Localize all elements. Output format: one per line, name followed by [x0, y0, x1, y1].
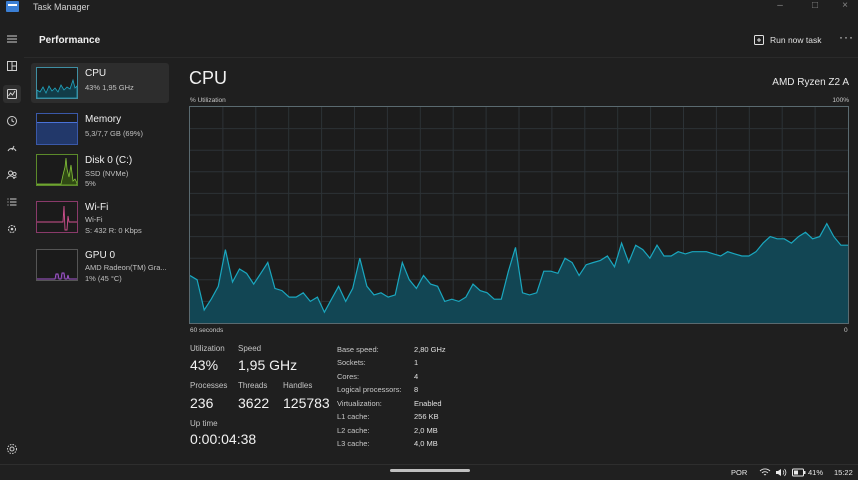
uptime-value: 0:00:04:38 [190, 431, 257, 447]
processes-value: 236 [190, 395, 214, 411]
disk-item-title: Disk 0 (C:) [85, 155, 133, 166]
task-manager-icon [6, 1, 19, 12]
spec-value: 2,80 GHz [414, 345, 446, 354]
spec-value: 1 [414, 358, 419, 367]
cpu-model-name: AMD Ryzen Z2 A [772, 77, 849, 88]
wifi-thumbnail [36, 201, 78, 233]
spec-label: Sockets: [337, 358, 366, 367]
disk-thumbnail [36, 154, 78, 186]
processes-label: Processes [190, 381, 228, 390]
resource-title: CPU [189, 68, 228, 88]
threads-value: 3622 [238, 395, 270, 411]
handles-value: 125783 [283, 395, 330, 411]
graph-x-left-label: 60 seconds [190, 327, 224, 334]
spec-label: L3 cache: [337, 439, 370, 448]
wifi-item-sub-rate: S: 432 R: 0 Kbps [85, 226, 142, 235]
cpu-utilization-graph [189, 106, 849, 324]
gpu-thumbnail [36, 249, 78, 281]
speed-label: Speed [238, 344, 262, 353]
disk-item-sub-usage: 5% [85, 179, 96, 188]
resource-item-wifi[interactable]: Wi-Fi Wi-Fi S: 432 R: 0 Kbps [31, 197, 169, 237]
battery-icon[interactable] [792, 468, 806, 477]
spec-label: Base speed: [337, 345, 379, 354]
spec-label: Cores: [337, 372, 360, 381]
maximize-button[interactable]: □ [811, 0, 819, 11]
cpu-thumbnail [36, 67, 78, 99]
volume-icon[interactable] [775, 468, 787, 477]
cpu-usage-line [190, 222, 848, 314]
window-title: Task Manager [33, 2, 90, 12]
cpu-graph-svg [190, 107, 848, 323]
spec-value: 256 KB [414, 412, 439, 421]
run-task-icon [754, 35, 764, 45]
page-header: Performance Run now task ··· [24, 22, 858, 58]
hamburger-icon[interactable] [3, 30, 21, 48]
users-icon[interactable] [3, 166, 21, 184]
spec-value: 8 [414, 385, 419, 394]
memory-thumbnail [36, 113, 78, 145]
gpu-item-sub-usage: 1% (45 °C) [85, 274, 122, 283]
handles-label: Handles [283, 381, 313, 390]
gpu-item-sub-name: AMD Radeon(TM) Gra... [85, 263, 167, 272]
battery-percent: 41% [808, 468, 824, 477]
processes-icon[interactable] [3, 57, 21, 75]
graph-y-label: % Utilization [190, 97, 226, 104]
details-icon[interactable] [3, 193, 21, 211]
resource-item-memory[interactable]: Memory 5,3/7,7 GB (69%) [31, 109, 169, 149]
page-title: Performance [39, 35, 101, 46]
spec-value: 4,0 MB [414, 439, 438, 448]
run-new-task-button[interactable]: Run now task [754, 32, 822, 48]
cpu-item-title: CPU [85, 68, 107, 79]
spec-value: 2,0 MB [414, 426, 438, 435]
spec-label: L1 cache: [337, 412, 370, 421]
performance-icon[interactable] [3, 85, 21, 103]
spec-label: Virtualization: [337, 399, 382, 408]
wifi-item-sub-type: Wi-Fi [85, 215, 103, 224]
run-task-label: Run now task [770, 35, 822, 45]
graph-x-right-label: 0 [844, 327, 848, 334]
spec-value: 4 [414, 372, 419, 381]
memory-item-sub: 5,3/7,7 GB (69%) [85, 129, 143, 138]
history-icon[interactable] [3, 112, 21, 130]
uptime-label: Up time [190, 419, 218, 428]
clock[interactable]: 15:22 [834, 468, 853, 477]
resource-item-disk[interactable]: Disk 0 (C:) SSD (NVMe) 5% [31, 150, 169, 190]
spec-label: Logical processors: [337, 385, 402, 394]
spec-value: Enabled [414, 399, 442, 408]
taskbar: POR 41% 15:22 [0, 464, 858, 480]
disk-item-sub-type: SSD (NVMe) [85, 169, 129, 178]
wifi-icon[interactable] [759, 468, 771, 477]
gpu-item-title: GPU 0 [85, 250, 116, 261]
title-bar: Task Manager – □ × [0, 0, 858, 22]
services-icon[interactable] [3, 220, 21, 238]
threads-label: Threads [238, 381, 268, 390]
spec-label: L2 cache: [337, 426, 370, 435]
graph-y-max-label: 100% [832, 97, 849, 104]
close-button[interactable]: × [842, 0, 848, 11]
utilization-value: 43% [190, 357, 219, 373]
utilization-label: Utilization [190, 344, 225, 353]
wifi-item-title: Wi-Fi [85, 202, 109, 213]
settings-icon[interactable] [3, 440, 21, 458]
cpu-item-sub: 43% 1,95 GHz [85, 83, 134, 92]
speed-value: 1,95 GHz [238, 357, 298, 373]
more-options-button[interactable]: ··· [839, 30, 854, 44]
minimize-button[interactable]: – [777, 0, 783, 11]
taskbar-handle[interactable] [390, 469, 470, 472]
nav-rail [0, 22, 24, 464]
startup-icon[interactable] [3, 139, 21, 157]
memory-item-title: Memory [85, 114, 122, 125]
resource-item-gpu[interactable]: GPU 0 AMD Radeon(TM) Gra... 1% (45 °C) [31, 245, 169, 285]
language-indicator[interactable]: POR [731, 468, 748, 477]
resource-item-cpu[interactable]: CPU 43% 1,95 GHz [31, 63, 169, 103]
